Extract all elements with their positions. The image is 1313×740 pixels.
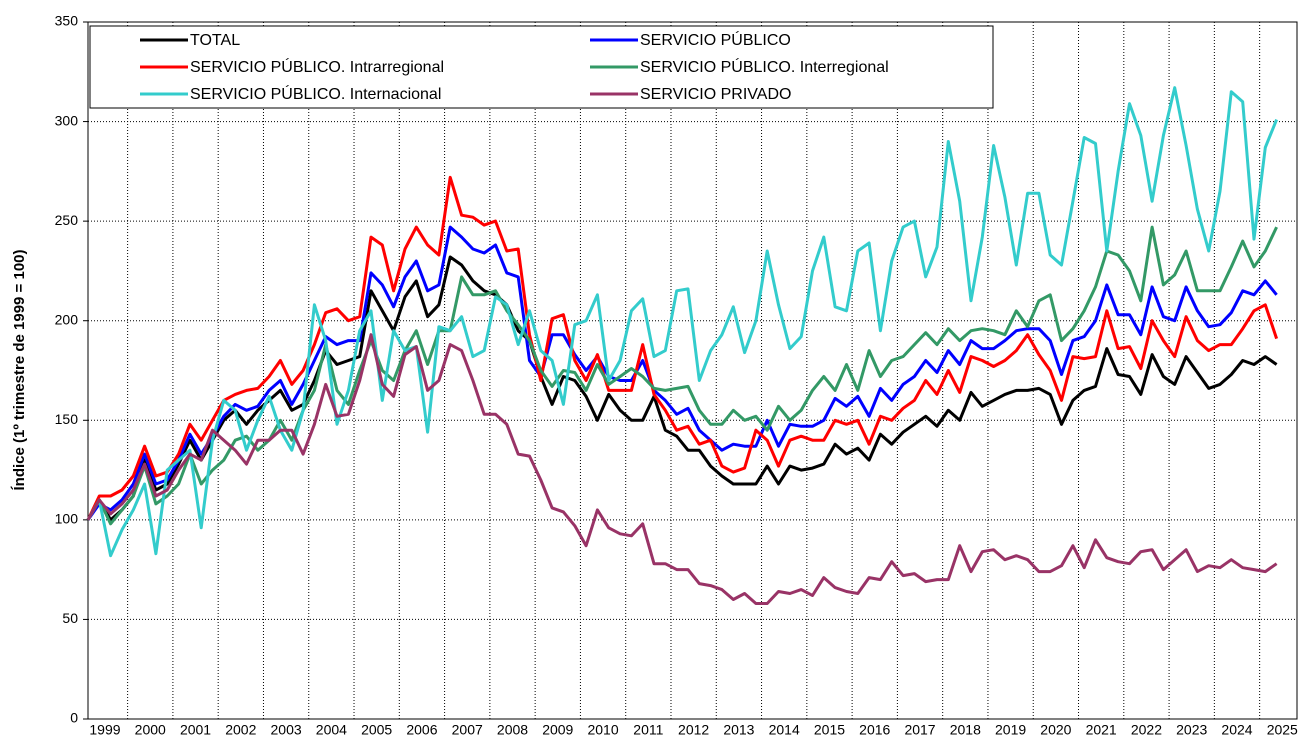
legend-label: SERVICIO PÚBLICO [640, 30, 791, 49]
legend-label: SERVICIO PÚBLICO. Internacional [190, 84, 441, 103]
x-tick-label: 2019 [995, 722, 1026, 738]
x-tick-label: 2009 [542, 722, 573, 738]
series-line [86, 225, 1278, 521]
y-axis-label: Índice (1º trimestre de 1999 = 100) [11, 249, 28, 490]
series-line [86, 175, 1279, 521]
y-tick-label: 100 [55, 511, 79, 527]
x-tick-label: 2020 [1040, 722, 1071, 738]
legend-label: TOTAL [190, 32, 240, 49]
x-tick-label: 2013 [723, 722, 754, 738]
x-tick-label: 2007 [452, 722, 483, 738]
legend-box [89, 25, 994, 109]
x-tick-label: 2000 [135, 722, 166, 738]
y-tick-label: 0 [70, 710, 78, 726]
y-tick-label: 300 [55, 112, 79, 128]
x-tick-label: 2006 [406, 722, 437, 738]
y-tick-label: 250 [55, 212, 79, 228]
x-tick-label: 2001 [180, 722, 211, 738]
x-tick-label: 2023 [1176, 722, 1207, 738]
x-tick-label: 2022 [1131, 722, 1162, 738]
legend-label: SERVICIO PÚBLICO. Intrarregional [190, 57, 444, 76]
legend-label: SERVICIO PÚBLICO. Interregional [640, 57, 889, 76]
x-tick-label: 2002 [225, 722, 256, 738]
x-tick-label: 2024 [1221, 722, 1252, 738]
x-tick-label: 2011 [633, 722, 663, 738]
x-tick-label: 2018 [950, 722, 981, 738]
x-tick-label: 2017 [904, 722, 935, 738]
y-tick-label: 200 [55, 311, 79, 327]
x-tick-label: 2008 [497, 722, 528, 738]
x-tick-label: 2021 [1086, 722, 1117, 738]
x-tick-label: 2016 [859, 722, 890, 738]
x-tick-label: 2010 [587, 722, 618, 738]
series-line [86, 333, 1278, 605]
x-tick-label: 2005 [361, 722, 392, 738]
x-tick-label: 2015 [814, 722, 845, 738]
x-tick-label: 1999 [89, 722, 120, 738]
series-line [86, 86, 1278, 558]
y-tick-label: 50 [62, 610, 78, 626]
plot-frame [87, 21, 1298, 720]
y-tick-label: 350 [55, 13, 79, 29]
y-tick-label: 150 [55, 411, 79, 427]
x-tick-label: 2025 [1267, 722, 1298, 738]
legend-label: SERVICIO PRIVADO [640, 86, 791, 103]
x-tick-label: 2003 [271, 722, 302, 738]
series-line [86, 255, 1278, 522]
x-tick-label: 2014 [769, 722, 800, 738]
x-tick-label: 2004 [316, 722, 347, 738]
x-tick-label: 2012 [678, 722, 709, 738]
